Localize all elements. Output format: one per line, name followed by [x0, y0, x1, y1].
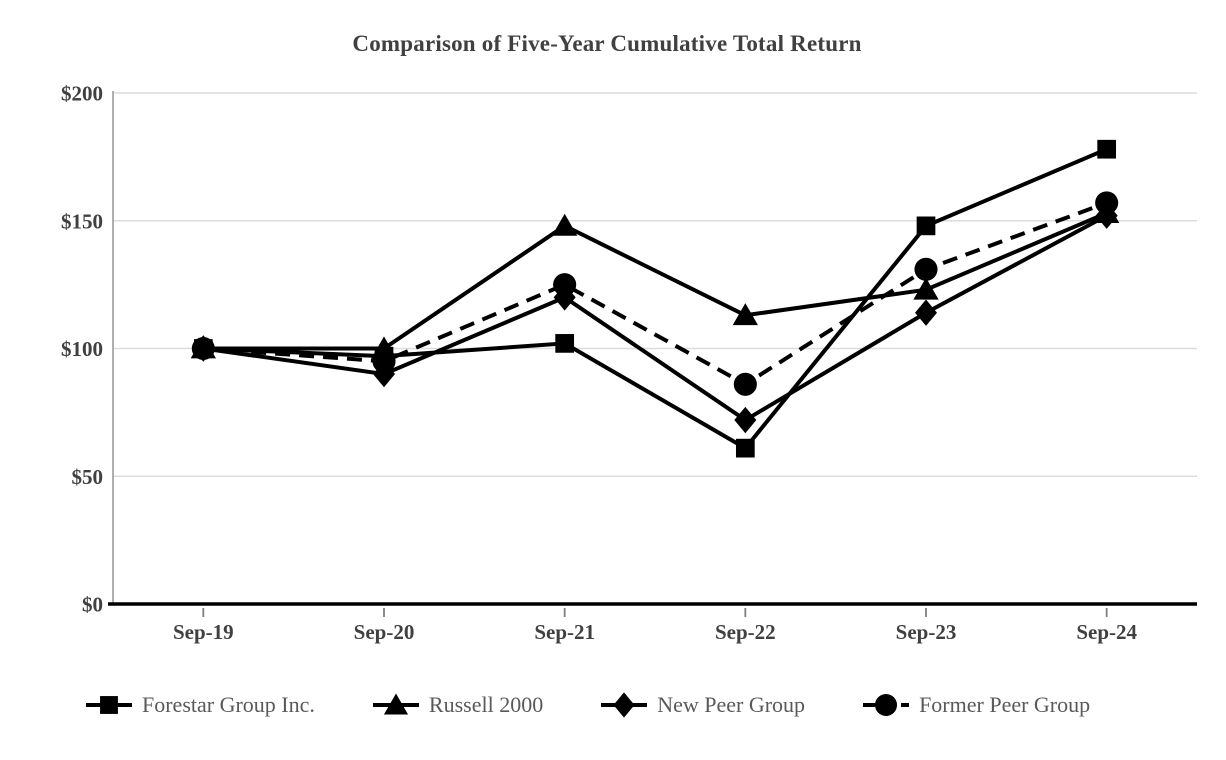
- y-tick-label: $50: [72, 465, 104, 489]
- circle-marker-icon: [1095, 191, 1119, 215]
- y-tick-label: $0: [82, 593, 103, 617]
- legend-label: Russell 2000: [428, 692, 544, 717]
- y-tick-label: $100: [61, 337, 103, 361]
- legend-item-forestar-group-inc: Forestar Group Inc.: [85, 690, 315, 720]
- legend-item-new-peer-group: New Peer Group: [600, 690, 805, 720]
- legend-item-former-peer-group: Former Peer Group: [862, 690, 1090, 720]
- diamond-marker-icon: [734, 406, 757, 434]
- y-tick-label: $150: [61, 209, 103, 233]
- triangle-marker-icon: [552, 213, 578, 236]
- x-tick-label: Sep-24: [1076, 620, 1137, 644]
- square-marker-icon: [86, 696, 132, 714]
- x-tick-label: Sep-19: [173, 620, 234, 644]
- diamond-marker-icon: [613, 692, 635, 718]
- legend-item-russell-2000: Russell 2000: [372, 690, 543, 720]
- legend-label: New Peer Group: [657, 692, 806, 717]
- series-line-russell-2000: [203, 211, 1108, 351]
- diamond-marker-icon: [601, 692, 648, 718]
- chart-legend: Forestar Group Inc. Russell 2000 New Peer …: [85, 686, 1090, 724]
- chart-plot: $0 $50 $100 $150 $200 Sep-19 Sep-20 Sep-21 Sep-2…: [61, 82, 1197, 644]
- square-marker-icon: [555, 334, 575, 353]
- series-line-new-peer-group: [203, 213, 1108, 423]
- y-tick-label: $200: [61, 82, 103, 106]
- square-marker-icon: [735, 438, 755, 458]
- circle-marker-icon: [372, 349, 396, 373]
- series-line-former-peer-group: [203, 200, 1108, 387]
- legend-label: Former Peer Group: [919, 692, 1091, 717]
- x-tick-label: Sep-22: [715, 620, 776, 644]
- x-tick-label: Sep-20: [354, 620, 415, 644]
- circle-marker-icon: [733, 372, 757, 396]
- circle-marker-icon: [914, 257, 938, 281]
- circle-marker-icon: [553, 273, 577, 297]
- square-marker-icon: [916, 216, 936, 236]
- circle-marker-icon: [875, 693, 898, 717]
- series-line-forestar-group-inc: [203, 147, 1108, 451]
- chart-title: Comparison of Five-Year Cumulative Total…: [352, 31, 862, 56]
- triangle-marker-icon: [913, 277, 939, 300]
- square-marker-icon: [100, 696, 118, 714]
- legend-label: Forestar Group Inc.: [142, 692, 315, 717]
- triangle-marker-icon: [383, 693, 408, 715]
- triangle-marker-icon: [372, 693, 419, 715]
- x-tick-label: Sep-21: [534, 620, 595, 644]
- circle-marker-icon: [191, 336, 215, 361]
- triangle-marker-icon: [732, 303, 758, 326]
- x-tick-label: Sep-23: [896, 620, 957, 644]
- circle-marker-icon: [863, 693, 910, 717]
- diamond-marker-icon: [915, 299, 937, 326]
- square-marker-icon: [1097, 139, 1117, 159]
